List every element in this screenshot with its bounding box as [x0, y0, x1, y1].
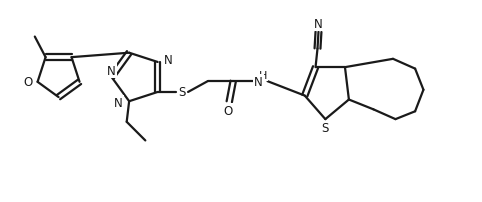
Text: N: N: [107, 65, 116, 78]
Text: O: O: [24, 76, 33, 89]
Text: N: N: [164, 54, 173, 67]
Text: S: S: [321, 122, 329, 135]
Text: N: N: [254, 75, 263, 88]
Text: S: S: [178, 86, 186, 99]
Text: N: N: [114, 96, 123, 109]
Text: N: N: [314, 18, 323, 31]
Text: O: O: [224, 105, 233, 118]
Text: H: H: [258, 71, 267, 81]
